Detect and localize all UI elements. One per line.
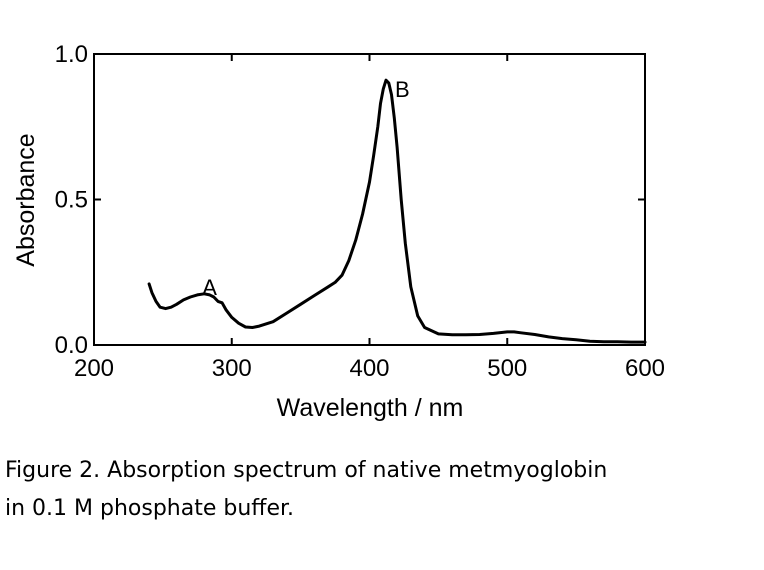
peak-label-b: B <box>395 77 410 102</box>
y-tick-label: 1.0 <box>55 41 88 68</box>
x-tick-label: 500 <box>487 355 527 382</box>
x-axis-title: Wavelength / nm <box>277 394 464 422</box>
x-tick-label: 300 <box>212 355 252 382</box>
x-tick-label: 600 <box>625 355 665 382</box>
plot-frame <box>93 53 646 346</box>
y-axis-title: Absorbance <box>12 133 40 266</box>
x-tick-label: 400 <box>349 355 389 382</box>
absorbance-curve <box>147 78 647 344</box>
peak-label-a: A <box>202 275 217 300</box>
y-tick-label: 0.0 <box>55 332 88 359</box>
caption-line-2: in 0.1 M phosphate buffer. <box>5 496 294 521</box>
x-tick-label: 200 <box>74 355 114 382</box>
y-tick-label: 0.5 <box>55 187 88 214</box>
axis-ticks: 200 300 400 500 600 0.0 0.5 1.0 <box>55 41 665 382</box>
caption-line-1: Figure 2. Absorption spectrum of native … <box>5 458 608 483</box>
figure-caption: Figure 2. Absorption spectrum of native … <box>5 452 745 528</box>
peak-annotations: AB <box>202 77 410 300</box>
